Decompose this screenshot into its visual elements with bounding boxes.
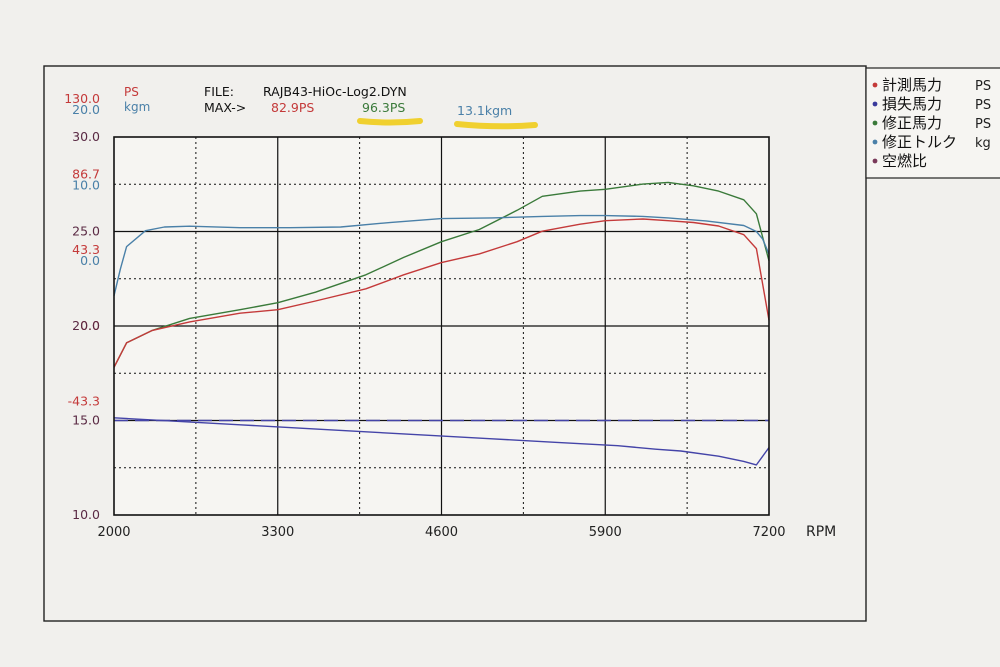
- legend-unit: PS: [975, 98, 991, 113]
- legend-marker: [872, 139, 878, 145]
- kgm-tick-label: 20.0: [72, 102, 100, 117]
- legend-label: 空燃比: [882, 152, 927, 170]
- x-axis-ticks: 2000 3300 4600 5900 7200: [97, 525, 785, 540]
- highlight-mark: [454, 121, 538, 130]
- outer-frame: [43, 65, 867, 622]
- series-line: [113, 214, 770, 296]
- max-corrected-value: 96.3PS: [362, 100, 405, 115]
- ps-tick-label: 0.0: [80, 318, 100, 333]
- max-torque-value: 13.1kgm: [457, 103, 512, 118]
- afr-tick-label: 20.0: [72, 318, 100, 333]
- ps-tick-label: 86.7: [72, 167, 100, 182]
- legend-label: 損失馬力: [882, 95, 942, 113]
- y-axis-ticks: 130.086.743.30.0-43.320.010.00.030.025.0…: [64, 91, 100, 522]
- legend-label: 修正トルク: [882, 133, 957, 151]
- legend-marker: [872, 120, 878, 126]
- afr-tick-label: 30.0: [72, 129, 100, 144]
- x-tick-label: 3300: [261, 525, 294, 540]
- x-axis-label: RPM: [806, 524, 836, 540]
- highlight-mark: [357, 118, 423, 126]
- legend-unit: PS: [975, 117, 991, 132]
- legend-marker: [872, 82, 878, 88]
- max-label: MAX->: [204, 100, 246, 115]
- legend-label: 修正馬力: [882, 114, 942, 132]
- x-tick-label: 7200: [752, 525, 785, 540]
- legend-box: [865, 67, 1000, 179]
- plot-border: [113, 136, 770, 516]
- legend-unit: kg: [975, 136, 991, 151]
- series-line: [113, 417, 770, 466]
- unit-kgm: kgm: [124, 100, 150, 114]
- file-name: RAJB43-HiOc-Log2.DYN: [263, 84, 407, 99]
- x-tick-label: 5900: [589, 525, 622, 540]
- ps-tick-label: 130.0: [64, 91, 100, 106]
- afr-tick-label: 10.0: [72, 507, 100, 522]
- afr-tick-label: 15.0: [72, 413, 100, 428]
- x-tick-label: 4600: [425, 525, 458, 540]
- ps-tick-label: 43.3: [72, 242, 100, 257]
- series-line: [113, 181, 770, 368]
- legend-label: 計測馬力: [882, 76, 942, 94]
- series-line: [113, 218, 770, 368]
- legend-unit: PS: [975, 79, 991, 94]
- unit-ps: PS: [124, 85, 139, 99]
- kgm-tick-label: 10.0: [72, 178, 100, 193]
- ps-tick-label: -43.3: [68, 393, 100, 408]
- legend: 計測馬力 PS 損失馬力 PS 修正馬力 PS 修正トルク kg 空燃比: [872, 76, 991, 170]
- afr-tick-label: 25.0: [72, 224, 100, 239]
- legend-marker: [872, 158, 878, 164]
- max-measured-value: 82.9PS: [271, 100, 314, 115]
- legend-marker: [872, 101, 878, 107]
- file-label: FILE:: [204, 84, 234, 99]
- series-layer: [113, 181, 770, 466]
- x-tick-label: 2000: [97, 525, 130, 540]
- kgm-tick-label: 0.0: [80, 253, 100, 268]
